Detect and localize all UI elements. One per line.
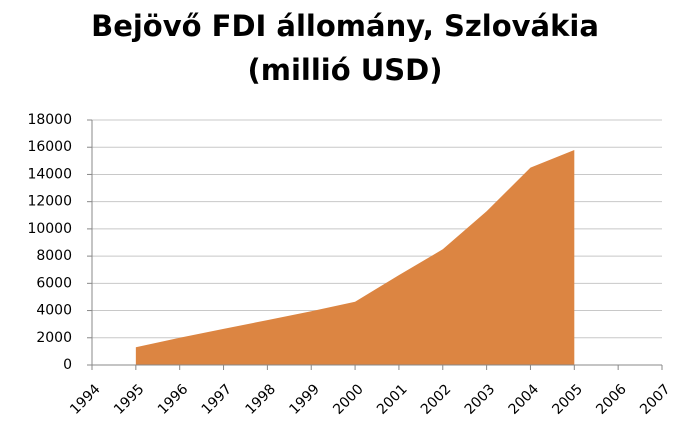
x-tick-label: 2000 [330,381,367,418]
x-tick-label: 2002 [418,381,455,418]
x-tick-label: 2003 [462,381,499,418]
x-tick-label: 2001 [374,381,411,418]
y-tick-label: 12000 [27,194,72,210]
x-tick-label: 1994 [67,381,104,418]
x-tick-label: 2005 [549,381,586,418]
y-tick-label: 0 [63,357,72,373]
y-tick-label: 4000 [36,303,72,319]
y-tick-label: 2000 [36,330,72,346]
x-tick-label: 1995 [111,381,148,418]
y-tick-label: 18000 [27,112,72,128]
y-tick-label: 8000 [36,248,72,264]
x-tick-label: 2007 [637,381,674,418]
y-tick-label: 14000 [27,166,72,182]
y-tick-label: 6000 [36,275,72,291]
x-tick-label: 2006 [593,381,630,418]
x-tick-label: 1997 [199,381,236,418]
x-tick-label: 2004 [506,381,543,418]
y-tick-label: 10000 [27,221,72,237]
x-tick-label: 1998 [243,381,280,418]
x-tick-label: 1996 [155,381,192,418]
chart-subtitle: (millió USD) [247,53,442,87]
chart-title: Bejövő FDI állomány, Szlovákia [91,9,599,43]
y-tick-label: 16000 [27,139,72,155]
area [135,149,575,365]
x-tick-label: 1999 [286,381,323,418]
